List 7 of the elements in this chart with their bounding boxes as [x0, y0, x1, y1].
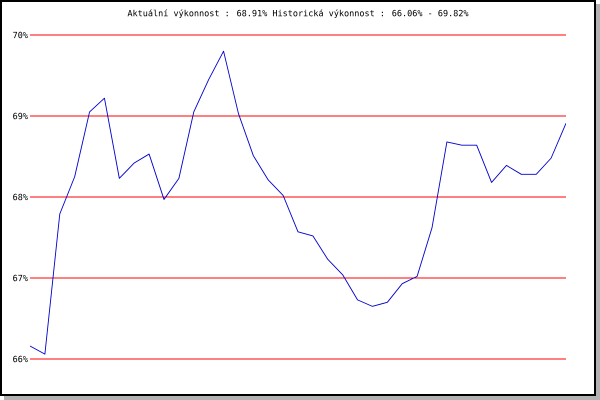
y-tick-label: 66%	[13, 356, 28, 362]
y-tick-label: 68%	[13, 194, 28, 200]
y-tick-label: 69%	[13, 112, 28, 120]
chart-title: Aktuální výkonnost : 68.91% Historická výkonnost : 66.06% - 69.82%	[128, 9, 468, 18]
line-series	[30, 50, 566, 355]
y-tick-label: 70%	[13, 32, 28, 38]
y-tick-label: 67%	[13, 274, 28, 282]
